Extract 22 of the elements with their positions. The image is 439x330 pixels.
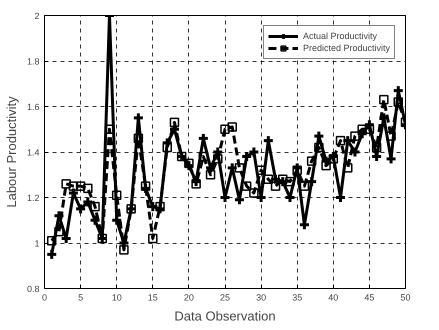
x-tick-label: 0 [42, 292, 48, 302]
y-tick-label: 1.8 [26, 56, 40, 66]
legend-label: Actual Productivity [302, 30, 377, 42]
y-tick-label: 0.8 [26, 284, 40, 294]
x-tick-label: 15 [148, 292, 158, 302]
y-tick-label: 1.4 [26, 148, 40, 158]
x-tick-label: 25 [220, 292, 230, 302]
x-tick-label: 40 [328, 292, 338, 302]
x-tick-label: 20 [184, 292, 194, 302]
y-axis-title: Labour Productivity [4, 96, 19, 208]
x-tick-label: 30 [256, 292, 266, 302]
x-tick-label: 45 [364, 292, 374, 302]
x-tick-label: 35 [292, 292, 302, 302]
y-tick-label: 1.6 [26, 102, 40, 112]
y-tick-label: 1.2 [26, 193, 40, 203]
x-tick-label: 10 [112, 292, 122, 302]
x-tick-label: 50 [400, 292, 411, 302]
legend-label: Predicted Productivity [302, 42, 390, 54]
y-tick-label: 1 [34, 238, 40, 248]
y-tick-label: 2 [34, 11, 40, 21]
x-axis-title: Data Observation [174, 308, 276, 324]
x-tick-label: 5 [78, 292, 84, 302]
